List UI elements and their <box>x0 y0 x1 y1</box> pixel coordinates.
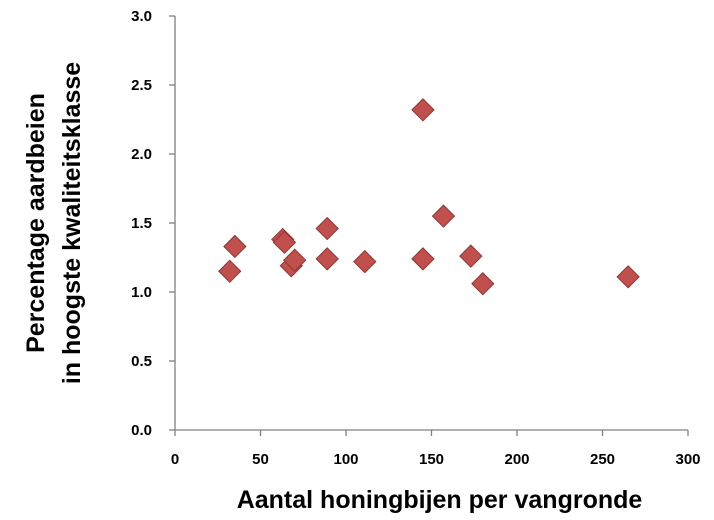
x-tick-label: 50 <box>252 451 269 468</box>
data-point-marker <box>282 248 307 272</box>
ticks: 0.0 0.5 1.0 1.5 2.0 2.5 3.0 0 50 100 150 200 250 300 <box>131 8 700 468</box>
data-point-marker <box>411 247 435 271</box>
data-point-marker <box>315 247 339 271</box>
data-points <box>218 98 640 296</box>
data-point-marker <box>431 204 456 228</box>
y-tick-label: 2.5 <box>131 77 152 94</box>
y-tick-label: 3.0 <box>131 8 152 25</box>
y-tick-label: 0.5 <box>131 353 152 370</box>
y-tick-label: 0.0 <box>131 422 152 439</box>
data-point-marker <box>353 249 377 274</box>
data-point-marker <box>471 272 495 296</box>
y-axis-title-line-2: in hoogste kwaliteitsklasse <box>58 62 86 384</box>
y-tick-label: 1.5 <box>131 215 152 232</box>
axis-titles: Aantal honingbijen per vangronde Percent… <box>22 62 642 514</box>
data-point-marker <box>218 259 242 284</box>
axes <box>174 16 688 431</box>
data-point-marker <box>459 244 483 268</box>
data-point-marker <box>616 265 640 289</box>
x-axis-title: Aantal honingbijen per vangronde <box>237 486 643 514</box>
data-point-marker <box>272 230 297 255</box>
y-tick-label: 1.0 <box>131 284 152 301</box>
x-tick-label: 0 <box>171 451 179 468</box>
data-point-marker <box>315 216 339 241</box>
x-tick-label: 200 <box>504 451 529 468</box>
x-tick-label: 150 <box>419 451 444 468</box>
x-tick-label: 100 <box>333 451 358 468</box>
y-tick-label: 2.0 <box>131 146 152 163</box>
data-point-marker <box>411 98 435 122</box>
x-tick-label: 300 <box>675 451 700 468</box>
x-tick-label: 250 <box>590 451 615 468</box>
y-axis-title-line-1: Percentage aardbeien <box>22 93 50 353</box>
data-point-marker <box>223 234 247 259</box>
